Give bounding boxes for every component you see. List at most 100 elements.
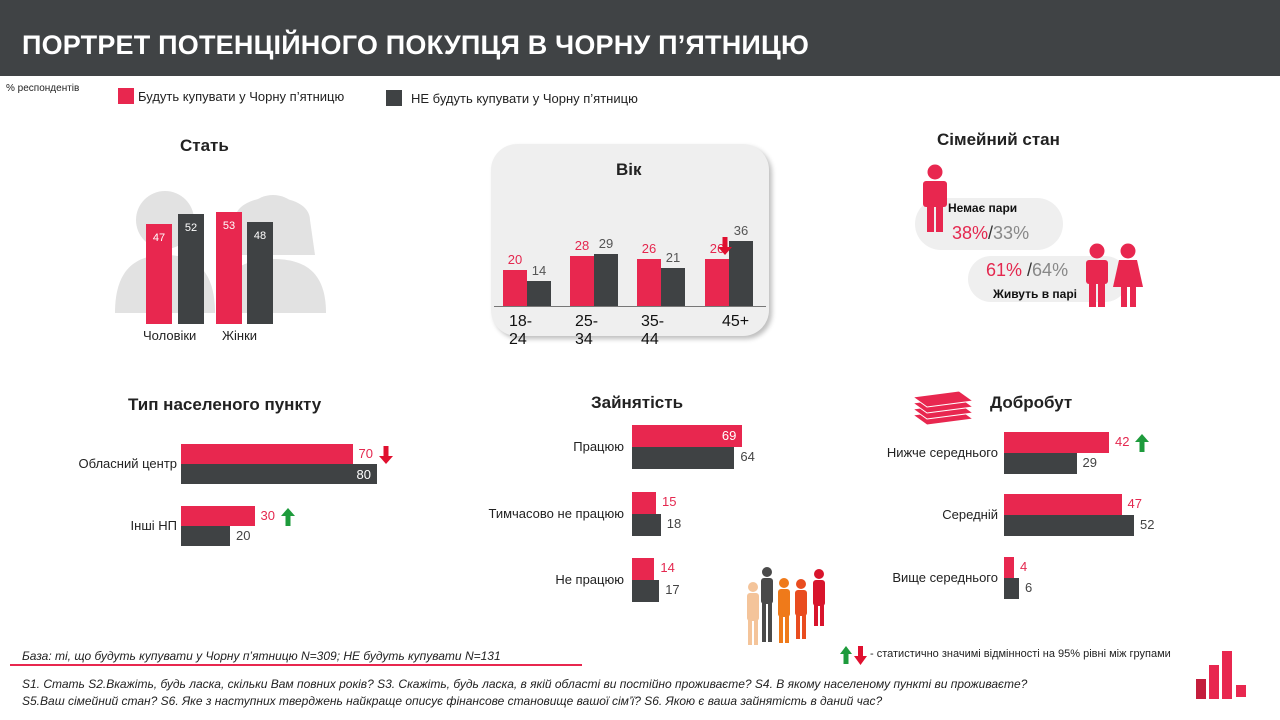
age-significance-arrow-0 — [718, 237, 732, 256]
wealth-bar-2-1 — [1004, 578, 1019, 599]
age-bar-2-0 — [637, 259, 661, 306]
base-note: База: ті, що будуть купувати у Чорну п’я… — [22, 649, 501, 663]
age-bar-3-1 — [729, 241, 753, 306]
settlement-bar-0-0 — [181, 444, 353, 464]
single-person-icon — [923, 164, 947, 232]
respondents-note: % респондентів — [6, 83, 80, 94]
age-value-label-2-0: 26 — [641, 241, 657, 257]
gender-category-label-1: Жінки — [222, 328, 258, 343]
wealth-category-label-2: Вище середнього — [892, 570, 998, 585]
gender-bar-label-0-0: 47 — [152, 232, 166, 245]
age-bar-0-0 — [503, 270, 527, 306]
employment-value-label-0-1: 64 — [740, 449, 755, 464]
settlement-category-label-1: Інші НП — [130, 518, 177, 533]
wealth-bar-1-0 — [1004, 494, 1122, 515]
age-value-label-0-0: 20 — [507, 252, 523, 267]
gender-bar-label-0-1: 52 — [184, 221, 198, 234]
employment-bar-0-0 — [632, 425, 743, 447]
employment-bar-2-1 — [632, 580, 660, 602]
employment-value-label-0-0: 69 — [721, 428, 737, 443]
settlement-significance-arrow-0 — [378, 446, 393, 464]
marital-single-label: Немає пари — [948, 201, 1018, 215]
marital-couple-buy: 61% — [986, 260, 1023, 280]
age-category-label-1: 25-34 — [575, 313, 599, 348]
age-bar-0-1 — [527, 280, 551, 306]
wealth-bar-0-1 — [1004, 453, 1077, 474]
age-category-label-3: 45+ — [722, 313, 750, 330]
legend-label-not-buy: НЕ будуть купувати у Чорну п’ятницю — [411, 91, 638, 106]
questions-line-1: S1. Стать S2.Вкажіть, будь ласка, скільк… — [22, 677, 1028, 691]
settlement-title: Тип населеного пункту — [128, 395, 322, 414]
settlement-value-label-1-1: 20 — [236, 528, 251, 543]
gender-bar-1-0 — [216, 211, 242, 324]
employment-value-label-1-0: 15 — [662, 494, 677, 509]
significance-arrows-icon — [840, 646, 867, 665]
marital-title: Сімейний стан — [937, 130, 1060, 149]
employment-value-label-2-1: 17 — [665, 582, 680, 597]
marital-single-values: 38%/33% — [952, 223, 1030, 243]
wealth-title: Добробут — [990, 393, 1073, 412]
footer-divider — [10, 664, 582, 666]
marital-couple-values: 61% /64% — [986, 260, 1069, 280]
wealth-category-label-1: Середній — [942, 507, 998, 522]
employment-bar-0-1 — [632, 447, 735, 469]
employment-category-label-0: Працюю — [573, 439, 624, 454]
wealth-value-label-2-0: 4 — [1020, 559, 1028, 574]
employment-category-label-2: Не працюю — [555, 572, 624, 587]
settlement-category-label-0: Обласний центр — [78, 456, 178, 471]
wealth-value-label-1-0: 47 — [1127, 496, 1142, 511]
employment-bar-2-0 — [632, 558, 655, 580]
age-title: Вік — [616, 160, 642, 179]
gender-category-label-0: Чоловіки — [143, 328, 197, 343]
employment-title: Зайнятість — [591, 393, 684, 412]
age-category-label-2: 35-44 — [641, 313, 665, 348]
employment-bar-1-0 — [632, 492, 656, 514]
wealth-significance-arrow-0 — [1135, 434, 1149, 452]
settlement-bar-0-1 — [181, 464, 377, 484]
age-value-label-0-1: 14 — [531, 262, 547, 278]
questions-line-2: S5.Ваш сімейний стан? S6. Яке з наступни… — [22, 694, 883, 708]
age-value-label-1-1: 29 — [598, 235, 614, 251]
wealth-bar-1-1 — [1004, 515, 1134, 536]
wealth-bar-0-0 — [1004, 432, 1109, 453]
age-value-label-3-0: 26 — [709, 241, 725, 257]
settlement-value-label-0-1: 80 — [356, 467, 371, 482]
age-category-label-0: 18-24 — [509, 313, 533, 348]
age-bar-1-1 — [594, 253, 618, 306]
marital-single-buy: 38% — [952, 223, 989, 243]
marital-couple-label: Живуть в парі — [993, 287, 1078, 301]
significance-note: - статистично значимі відмінності на 95%… — [870, 648, 1171, 660]
age-value-label-1-0: 28 — [574, 237, 590, 253]
settlement-bar-1-0 — [181, 506, 255, 526]
header-bar — [0, 0, 1280, 76]
gender-title: Стать — [180, 136, 229, 155]
wealth-bar-2-0 — [1004, 557, 1014, 578]
settlement-significance-arrow-1 — [280, 508, 295, 526]
wealth-value-label-2-1: 6 — [1025, 580, 1033, 595]
age-value-label-3-1: 36 — [733, 223, 749, 239]
legend-swatch-buy — [118, 88, 134, 104]
gender-bar-0-0 — [146, 224, 172, 324]
age-bar-3-0 — [705, 259, 729, 306]
employment-value-label-1-1: 18 — [666, 516, 682, 531]
legend-label-buy: Будуть купувати у Чорну п’ятницю — [138, 89, 345, 104]
gender-bar-1-1 — [247, 222, 273, 324]
page-title: ПОРТРЕТ ПОТЕНЦІЙНОГО ПОКУПЦЯ В ЧОРНУ П’Я… — [22, 30, 810, 60]
settlement-value-label-1-0: 30 — [260, 508, 275, 523]
legend-swatch-not-buy — [386, 90, 402, 106]
gender-bar-label-1-1: 48 — [253, 230, 267, 243]
wealth-value-label-0-1: 29 — [1082, 455, 1097, 470]
age-bar-2-1 — [661, 268, 685, 306]
marital-single-not-buy: 33% — [993, 223, 1030, 243]
gender-bar-label-1-0: 53 — [222, 219, 236, 232]
settlement-value-label-0-0: 70 — [358, 446, 373, 461]
wealth-category-label-0: Нижче середнього — [886, 445, 998, 460]
wealth-value-label-1-1: 52 — [1140, 517, 1155, 532]
workers-group-icon — [747, 567, 825, 645]
money-stack-icon — [911, 390, 975, 426]
marital-couple-not-buy: 64% — [1032, 260, 1069, 280]
age-axis-line — [494, 306, 766, 307]
employment-value-label-2-0: 14 — [660, 560, 675, 575]
age-value-label-2-1: 21 — [665, 250, 681, 266]
gender-bar-0-1 — [178, 213, 204, 324]
